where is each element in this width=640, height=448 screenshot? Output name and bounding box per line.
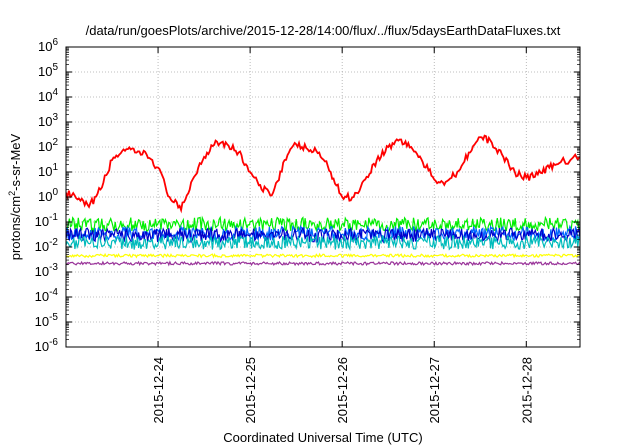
y-axis-label-sup: 2 xyxy=(7,191,17,196)
y-tick-label: 102 xyxy=(38,137,58,154)
y-axis-label-rest: -s-sr-MeV xyxy=(8,133,23,190)
grid xyxy=(66,47,580,347)
series-line-4 xyxy=(66,233,580,251)
x-tick-label: 2015-12-26 xyxy=(335,357,350,424)
plot-frame xyxy=(65,46,581,348)
y-tick-label: 10-1 xyxy=(35,212,59,229)
y-axis-label-base: protons/cm xyxy=(8,196,23,260)
y-tick-label: 10-2 xyxy=(35,237,59,254)
y-tick-label: 105 xyxy=(38,62,58,79)
y-tick-label: 103 xyxy=(38,112,58,129)
x-tick-label: 2015-12-27 xyxy=(427,357,442,424)
x-axis: 2015-12-24 2015-12-25 2015-12-26 2015-12-27… xyxy=(151,47,534,424)
y-tick-label: 10-6 xyxy=(35,337,59,354)
y-tick-label: 10-5 xyxy=(35,312,59,329)
x-tick-label: 2015-12-25 xyxy=(243,357,258,424)
chart-title: /data/run/goesPlots/archive/2015-12-28/1… xyxy=(86,23,561,38)
y-axis-label: protons/cm2-s-sr-MeV xyxy=(7,133,23,260)
series-line-6 xyxy=(66,260,580,267)
series-layer xyxy=(66,134,580,267)
series-line-5 xyxy=(66,252,580,259)
y-tick-label: 10-4 xyxy=(35,287,59,304)
y-tick-label: 101 xyxy=(38,162,58,179)
x-axis-label: Coordinated Universal Time (UTC) xyxy=(223,430,422,445)
x-tick-label: 2015-12-24 xyxy=(151,357,166,424)
x-tick-label: 2015-12-28 xyxy=(519,357,534,424)
series-line-0 xyxy=(66,134,580,214)
y-tick-label: 10-3 xyxy=(35,262,59,279)
y-tick-label: 106 xyxy=(38,37,58,54)
y-tick-label: 100 xyxy=(38,187,58,204)
series-line-1 xyxy=(66,215,580,234)
y-axis: 10-6 10-5 10-4 10-3 10-2 10-1 100 101 102 103 104 1… xyxy=(35,37,580,354)
y-tick-label: 104 xyxy=(38,87,58,104)
